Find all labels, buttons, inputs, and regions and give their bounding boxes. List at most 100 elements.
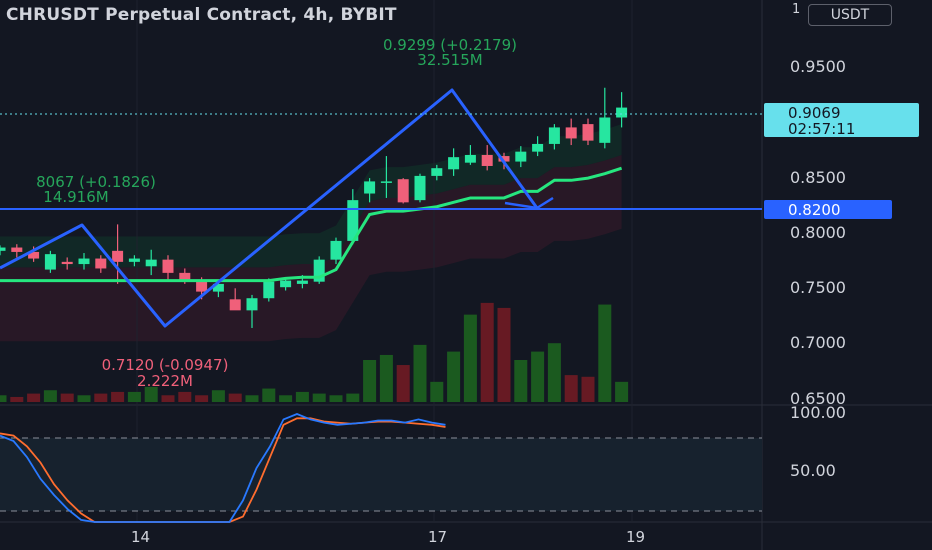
candle-body <box>414 175 426 201</box>
annotations: 0.9299 (+0.2179)32.515M 8067 (+0.1826)14.… <box>36 36 517 390</box>
oscillator-band <box>0 438 762 511</box>
candle-body <box>397 179 409 203</box>
candle-body <box>431 168 443 176</box>
candle-body <box>498 156 510 162</box>
volume-bar <box>195 395 209 402</box>
candles <box>0 87 628 328</box>
volume-bar <box>564 375 578 402</box>
price-tick: 0.9500 <box>790 57 846 76</box>
volume-bar <box>447 351 461 402</box>
candle-body <box>582 124 594 141</box>
volume-bar <box>396 365 410 402</box>
volume-bar <box>0 395 7 402</box>
candle-body <box>246 298 258 311</box>
candle-body <box>95 258 107 269</box>
volume-bar <box>27 393 41 402</box>
drawings[interactable] <box>0 88 762 328</box>
oscillator-main-line <box>0 413 446 523</box>
volume-bar <box>295 391 309 402</box>
candle-body <box>44 254 56 270</box>
candle-body <box>481 154 493 166</box>
mid-price-label: 8067 (+0.1826) <box>36 173 156 191</box>
candle-body <box>128 258 140 262</box>
volume-bar <box>329 395 343 402</box>
volume-bar <box>581 376 595 402</box>
candle-body <box>112 250 124 262</box>
volume-bar <box>111 391 125 402</box>
low-price-label: 0.7120 (-0.0947) <box>102 356 229 374</box>
oscillator-tick: 100.00 <box>790 403 846 422</box>
candle-body <box>330 240 342 260</box>
arrow-head <box>504 196 554 210</box>
volume-bar <box>312 393 326 402</box>
volume-bar <box>144 386 158 402</box>
oscillator-tick: 50.00 <box>790 461 836 480</box>
candle-body <box>313 259 325 282</box>
price-tick: 0.6500 <box>790 389 846 408</box>
level-badge <box>764 200 892 219</box>
candle-body <box>28 251 40 259</box>
band-lower <box>0 154 622 342</box>
volume-bar <box>127 391 141 402</box>
currency-button[interactable]: USDT <box>808 4 892 26</box>
volume-bar <box>346 393 360 402</box>
time-tick: 17 <box>428 528 447 546</box>
volume-bar <box>10 396 24 402</box>
scale-marker: 1 <box>792 2 801 17</box>
candle-body <box>179 272 191 281</box>
volume-bar <box>430 381 444 402</box>
time-tick: 19 <box>626 528 645 546</box>
candle-body <box>464 154 476 163</box>
moving-average <box>0 166 623 283</box>
candle-body <box>280 280 292 288</box>
current-price-badge <box>764 103 919 137</box>
volume-bar <box>497 307 511 402</box>
candle-body <box>448 157 460 170</box>
candle-body <box>61 261 73 265</box>
volume-bar <box>480 302 494 402</box>
volume-bar <box>178 391 192 402</box>
candle-body <box>229 299 241 311</box>
current-price-value: 0.9069 <box>788 104 841 122</box>
volume-bar <box>262 388 276 402</box>
candle-body <box>532 143 544 152</box>
volume-bar <box>245 395 259 402</box>
candle-body <box>380 181 392 183</box>
volume-bar <box>379 354 393 402</box>
volume-bar <box>531 351 545 402</box>
candle-body <box>11 247 23 252</box>
volume-bars <box>0 302 629 402</box>
high-volume-label: 32.515M <box>417 51 482 69</box>
candle-body <box>347 200 359 241</box>
volume-bar <box>615 381 629 402</box>
volume-bar <box>228 393 242 402</box>
candle-body <box>196 280 208 292</box>
candle-body <box>212 283 224 292</box>
low-volume-label: 2.222M <box>137 372 193 390</box>
volume-bar <box>514 360 528 402</box>
candle-body <box>78 258 90 265</box>
price-tick: 0.8000 <box>790 223 846 242</box>
volume-bar <box>413 344 427 402</box>
price-axis[interactable]: 0.9500 0.8500 0.8000 0.7500 0.7000 0.6500100.… <box>131 57 919 546</box>
candle-body <box>515 151 527 162</box>
volume-bar <box>363 360 377 402</box>
level-value: 0.8200 <box>788 201 841 219</box>
volume-bar <box>161 395 175 402</box>
price-tick: 0.7500 <box>790 278 846 297</box>
candle-body <box>599 117 611 143</box>
volume-bar <box>211 390 225 402</box>
volume-bar <box>77 395 91 402</box>
oscillator-pane <box>0 413 762 523</box>
candle-body <box>565 127 577 139</box>
volume-bar <box>279 395 293 402</box>
volume-bar <box>43 390 57 402</box>
time-tick: 14 <box>131 528 150 546</box>
candle-body <box>616 107 628 118</box>
price-tick: 0.8500 <box>790 168 846 187</box>
volume-bar <box>598 304 612 402</box>
ma-line <box>0 166 623 283</box>
candle-body <box>548 127 560 144</box>
high-price-label: 0.9299 (+0.2179) <box>383 36 517 54</box>
